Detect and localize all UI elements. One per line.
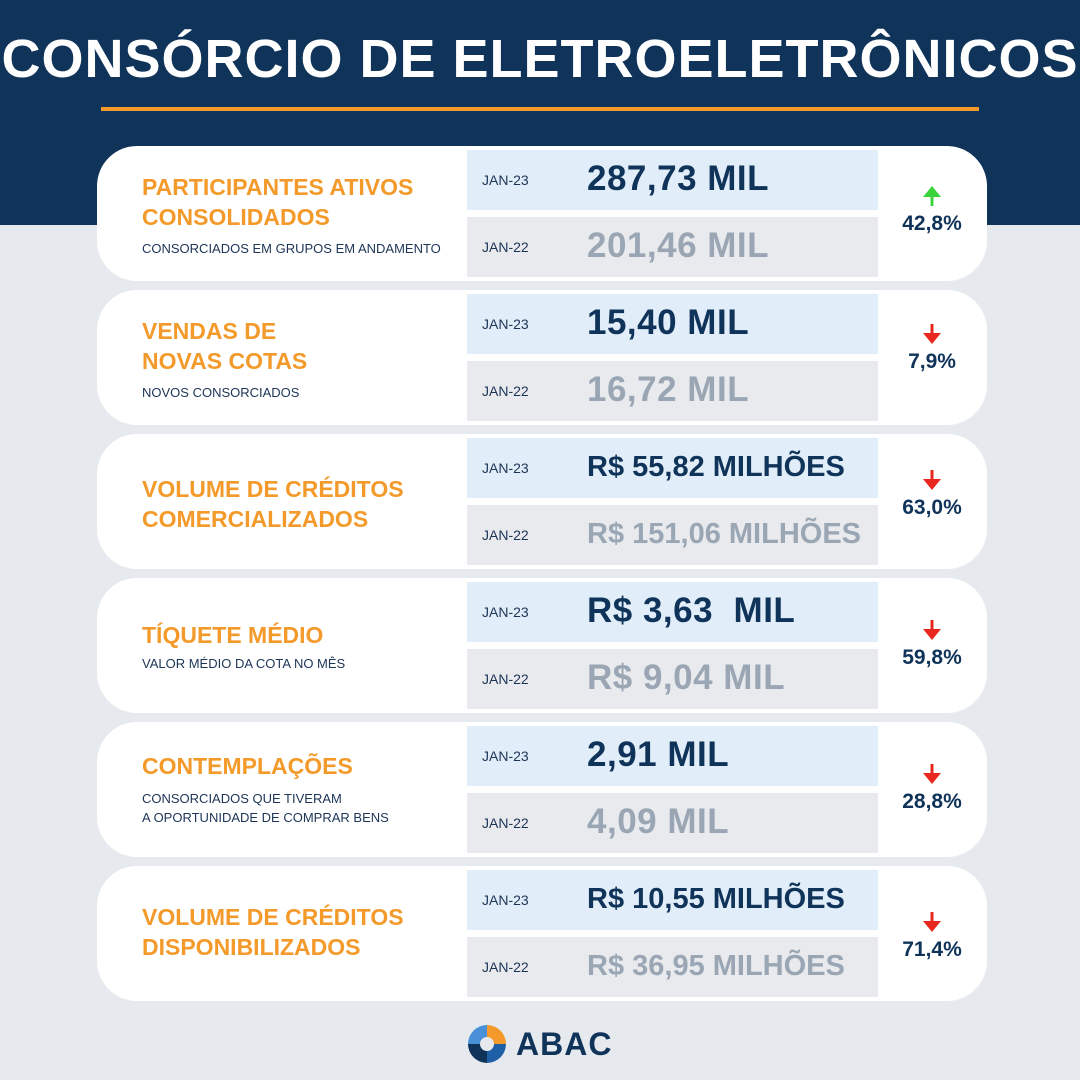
change-indicator: 63,0% [887, 468, 977, 520]
period-label: JAN-22 [482, 383, 529, 399]
stat-card-contemplacoes: CONTEMPLAÇÕES CONSORCIADOS QUE TIVERAM A… [97, 722, 987, 857]
period-label: JAN-23 [482, 460, 529, 476]
change-percent: 28,8% [902, 790, 962, 813]
change-percent: 7,9% [908, 350, 956, 373]
change-indicator: 42,8% [887, 184, 977, 236]
card-subtitle: VALOR MÉDIO DA COTA NO MÊS [142, 656, 346, 671]
previous-value: R$ 9,04 MIL [587, 658, 786, 697]
arrow-down-icon [923, 764, 941, 784]
card-subtitle: CONSORCIADOS QUE TIVERAM A OPORTUNIDADE … [142, 791, 389, 825]
card-title: VOLUME DE CRÉDITOS COMERCIALIZADOS [142, 476, 404, 532]
change-percent: 71,4% [902, 938, 962, 961]
card-title: VOLUME DE CRÉDITOS DISPONIBILIZADOS [142, 904, 404, 960]
change-percent: 63,0% [902, 496, 962, 519]
period-label: JAN-23 [482, 748, 529, 764]
period-label: JAN-22 [482, 671, 529, 687]
page-title: CONSÓRCIO DE ELETROELETRÔNICOS [1, 29, 1079, 89]
period-label: JAN-23 [482, 172, 529, 188]
previous-value: 201,46 MIL [587, 226, 770, 265]
previous-period-row: JAN-22 16,72 MIL [467, 361, 878, 421]
change-percent: 42,8% [902, 212, 962, 235]
stat-card-volume-disponibilizados: VOLUME DE CRÉDITOS DISPONIBILIZADOS JAN-… [97, 866, 987, 1001]
period-label: JAN-22 [482, 815, 529, 831]
card-label: TÍQUETE MÉDIO VALOR MÉDIO DA COTA NO MÊS [142, 620, 462, 673]
card-title: PARTICIPANTES ATIVOS CONSOLIDADOS [142, 174, 414, 230]
card-label: CONTEMPLAÇÕES CONSORCIADOS QUE TIVERAM A… [142, 751, 462, 827]
card-subtitle: CONSORCIADOS EM GRUPOS EM ANDAMENTO [142, 241, 441, 256]
previous-value: R$ 151,06 MILHÕES [587, 518, 861, 550]
abac-logo-icon [468, 1025, 506, 1063]
card-subtitle: NOVOS CONSORCIADOS [142, 385, 300, 400]
arrow-down-icon [923, 324, 941, 344]
previous-value: 4,09 MIL [587, 802, 730, 841]
change-indicator: 7,9% [887, 322, 977, 374]
period-label: JAN-23 [482, 316, 529, 332]
previous-period-row: JAN-22 R$ 36,95 MILHÕES [467, 937, 878, 997]
current-value: 15,40 MIL [587, 303, 750, 342]
stat-card-tiquete-medio: TÍQUETE MÉDIO VALOR MÉDIO DA COTA NO MÊS… [97, 578, 987, 713]
current-value: 2,91 MIL [587, 735, 730, 774]
arrow-down-icon [923, 912, 941, 932]
period-label: JAN-22 [482, 527, 529, 543]
current-period-row: JAN-23 15,40 MIL [467, 294, 878, 354]
previous-value: 16,72 MIL [587, 370, 750, 409]
previous-period-row: JAN-22 R$ 9,04 MIL [467, 649, 878, 709]
current-value: R$ 3,63 MIL [587, 591, 796, 630]
current-value: R$ 10,55 MILHÕES [587, 883, 845, 915]
card-label: VENDAS DE NOVAS COTAS NOVOS CONSORCIADOS [142, 316, 462, 402]
card-title: CONTEMPLAÇÕES [142, 753, 353, 779]
abac-logo: ABAC [466, 1022, 612, 1066]
change-indicator: 59,8% [887, 618, 977, 670]
card-title: VENDAS DE NOVAS COTAS [142, 318, 308, 374]
current-period-row: JAN-23 287,73 MIL [467, 150, 878, 210]
change-indicator: 71,4% [887, 910, 977, 962]
stat-card-volume-comercializados: VOLUME DE CRÉDITOS COMERCIALIZADOS JAN-2… [97, 434, 987, 569]
current-period-row: JAN-23 R$ 10,55 MILHÕES [467, 870, 878, 930]
previous-period-row: JAN-22 4,09 MIL [467, 793, 878, 853]
current-period-row: JAN-23 R$ 55,82 MILHÕES [467, 438, 878, 498]
arrow-down-icon [923, 470, 941, 490]
stat-card-vendas: VENDAS DE NOVAS COTAS NOVOS CONSORCIADOS… [97, 290, 987, 425]
current-value: R$ 55,82 MILHÕES [587, 451, 845, 483]
period-label: JAN-23 [482, 604, 529, 620]
logo-text: ABAC [516, 1025, 613, 1062]
period-label: JAN-22 [482, 239, 529, 255]
previous-period-row: JAN-22 R$ 151,06 MILHÕES [467, 505, 878, 565]
title-divider [101, 107, 979, 111]
period-label: JAN-23 [482, 892, 529, 908]
change-indicator: 28,8% [887, 762, 977, 814]
current-period-row: JAN-23 2,91 MIL [467, 726, 878, 786]
arrow-down-icon [923, 620, 941, 640]
stat-card-participantes: PARTICIPANTES ATIVOS CONSOLIDADOS CONSOR… [97, 146, 987, 281]
current-period-row: JAN-23 R$ 3,63 MIL [467, 582, 878, 642]
change-percent: 59,8% [902, 646, 962, 669]
card-label: PARTICIPANTES ATIVOS CONSOLIDADOS CONSOR… [142, 172, 462, 258]
current-value: 287,73 MIL [587, 159, 770, 198]
card-title: TÍQUETE MÉDIO [142, 622, 324, 648]
period-label: JAN-22 [482, 959, 529, 975]
card-label: VOLUME DE CRÉDITOS COMERCIALIZADOS [142, 474, 462, 534]
previous-value: R$ 36,95 MILHÕES [587, 950, 845, 982]
card-label: VOLUME DE CRÉDITOS DISPONIBILIZADOS [142, 902, 462, 962]
arrow-up-icon [923, 186, 941, 206]
previous-period-row: JAN-22 201,46 MIL [467, 217, 878, 277]
